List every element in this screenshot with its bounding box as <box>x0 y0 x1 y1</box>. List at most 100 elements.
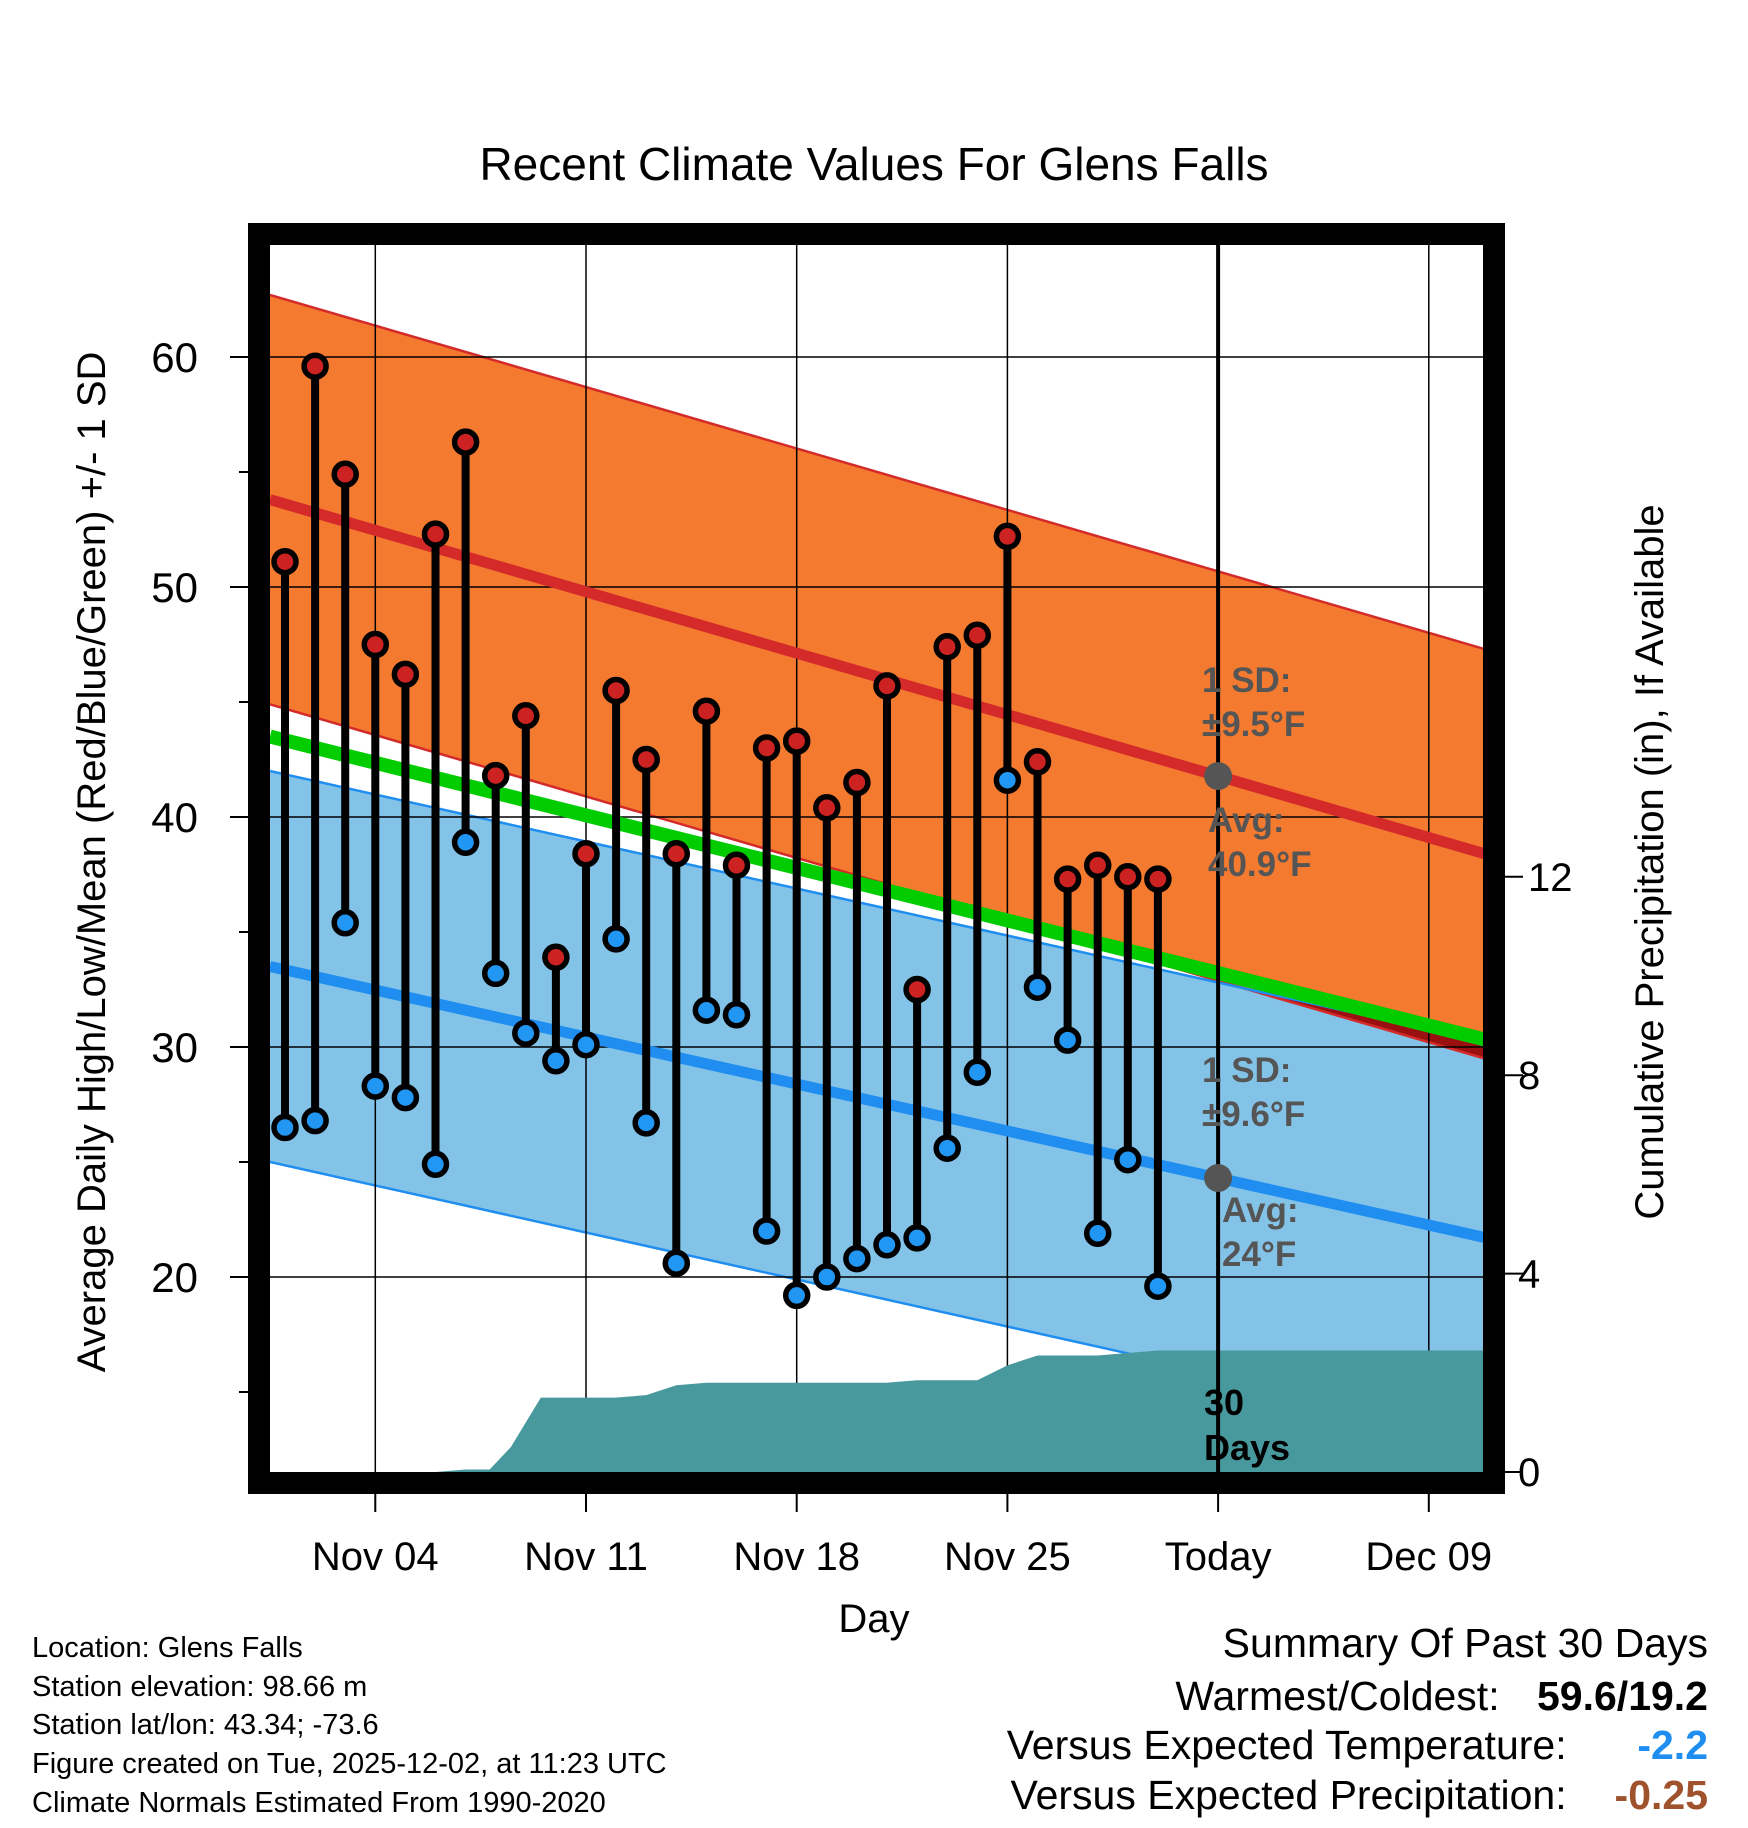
daily-high-marker <box>271 547 299 576</box>
daily-high-marker <box>301 352 329 380</box>
precip-area <box>270 1350 1483 1472</box>
x-tick-label: Dec 09 <box>1365 1535 1492 1579</box>
summary-warmest-value: 59.6/19.2 <box>1537 1673 1708 1719</box>
meta-elevation: Station elevation: 98.66 m <box>32 1671 368 1703</box>
summary-precip-value: -0.25 <box>1614 1772 1708 1818</box>
summary-temp-row: Versus Expected Temperature: -2.2 <box>1007 1722 1708 1769</box>
low-sd-annotation: 1 SD: <box>1202 1051 1291 1090</box>
today-high-avg-marker <box>1204 762 1233 791</box>
daily-high-marker <box>331 460 359 489</box>
low-sd-value-annotation: ±9.6°F <box>1202 1095 1305 1134</box>
daily-high-marker <box>361 630 390 659</box>
x-tick-label: Nov 11 <box>524 1535 648 1579</box>
daily-low-marker <box>993 766 1022 794</box>
meta-latlon: Station lat/lon: 43.34; -73.6 <box>32 1709 379 1741</box>
daily-high-marker <box>391 660 420 689</box>
summary-temp-label: Versus Expected Temperature: <box>1006 1722 1567 1768</box>
plot-area <box>270 245 1483 1472</box>
daily-high-marker <box>933 633 961 661</box>
daily-low-marker <box>602 925 630 953</box>
low-avg-annotation: Avg: <box>1222 1191 1298 1230</box>
daily-low-marker <box>632 1109 660 1137</box>
daily-high-marker <box>421 520 450 548</box>
y2-tick-label: 8 <box>1518 1054 1540 1098</box>
daily-high-marker <box>632 745 660 774</box>
x-axis-label: Day <box>838 1597 909 1641</box>
summary-title-text: Summary Of Past 30 Days <box>1222 1620 1708 1666</box>
mean-normal-line <box>270 729 1483 1047</box>
daily-high-marker <box>993 522 1022 551</box>
daily-low-marker <box>873 1231 901 1259</box>
x-tick-label: Nov 04 <box>312 1535 439 1579</box>
daily-high-marker <box>1114 863 1142 891</box>
daily-low-marker <box>331 909 359 937</box>
high-normal-line <box>270 494 1483 860</box>
daily-high-marker <box>512 702 540 730</box>
meta-normals: Climate Normals Estimated From 1990-2020 <box>32 1787 606 1819</box>
daily-high-marker <box>873 672 901 700</box>
y2-tick-label: 12 <box>1528 856 1573 900</box>
daily-high-marker <box>1083 851 1112 880</box>
high-avg-value-annotation: 40.9°F <box>1208 845 1312 884</box>
meta-created: Figure created on Tue, 2025-12-02, at 11… <box>32 1748 667 1780</box>
daily-low-marker <box>662 1249 691 1277</box>
daily-high-marker <box>481 761 510 790</box>
chart-title: Recent Climate Values For Glens Falls <box>479 138 1268 190</box>
daily-low-marker <box>361 1072 390 1100</box>
y-axis-label: Average Daily High/Low/Mean (Red/Blue/Gr… <box>70 352 114 1373</box>
daily-low-marker <box>692 996 721 1024</box>
daily-high-marker <box>1053 865 1082 893</box>
summary-title: Summary Of Past 30 Days <box>1223 1620 1708 1667</box>
daily-high-marker <box>903 975 931 1004</box>
low-normal-line <box>270 961 1483 1243</box>
days-count-annotation: 30 <box>1204 1382 1244 1423</box>
daily-low-marker <box>963 1058 992 1087</box>
summary-warmest-row: Warmest/Coldest: 59.6/19.2 <box>1175 1673 1708 1720</box>
y2-tick-label: 0 <box>1518 1451 1540 1495</box>
summary-precip-row: Versus Expected Precipitation: -0.25 <box>1011 1772 1709 1819</box>
daily-low-marker <box>572 1030 600 1059</box>
daily-low-marker <box>782 1281 811 1310</box>
low-avg-value-annotation: 24°F <box>1222 1235 1296 1274</box>
x-tick-label: Nov 18 <box>733 1535 860 1579</box>
daily-high-marker <box>813 794 841 822</box>
high-band-upper-edge <box>270 293 1483 650</box>
daily-high-marker <box>692 697 721 725</box>
y2-tick-label: 4 <box>1518 1253 1540 1297</box>
daily-high-marker <box>542 943 570 972</box>
daily-high-marker <box>752 734 781 762</box>
daily-high-marker <box>1144 865 1172 893</box>
high-avg-annotation: Avg: <box>1208 801 1284 840</box>
y-tick-label: 30 <box>151 1024 198 1071</box>
daily-low-marker <box>451 828 480 857</box>
y-tick-label: 50 <box>151 564 198 611</box>
x-tick-label: Nov 25 <box>944 1535 1071 1579</box>
y-tick-label: 40 <box>151 794 198 841</box>
daily-low-marker <box>391 1083 420 1112</box>
daily-low-marker <box>813 1263 841 1291</box>
daily-low-marker <box>512 1019 540 1047</box>
x-tick-label: Today <box>1165 1535 1272 1579</box>
daily-high-marker <box>451 428 480 456</box>
daily-high-marker <box>662 840 691 868</box>
daily-low-marker <box>481 959 510 988</box>
daily-low-marker <box>843 1244 871 1273</box>
daily-low-marker <box>903 1224 931 1252</box>
plot-frame <box>248 223 1505 1494</box>
days-text-annotation: Days <box>1204 1427 1290 1468</box>
daily-low-marker <box>542 1047 570 1075</box>
daily-high-marker <box>782 727 811 755</box>
daily-low-marker <box>752 1217 781 1245</box>
daily-high-marker <box>722 851 751 880</box>
daily-high-marker <box>963 621 992 650</box>
summary-precip-label: Versus Expected Precipitation: <box>1010 1772 1567 1818</box>
summary-warmest-label: Warmest/Coldest: <box>1175 1673 1500 1719</box>
daily-low-marker <box>301 1106 329 1135</box>
daily-high-marker <box>843 768 871 797</box>
daily-low-marker <box>722 1001 751 1029</box>
daily-low-marker <box>1144 1272 1172 1300</box>
daily-low-marker <box>1053 1026 1082 1054</box>
daily-low-marker <box>933 1134 961 1162</box>
y2-axis-label: Cumulative Precipitation (in), If Availa… <box>1628 504 1672 1219</box>
